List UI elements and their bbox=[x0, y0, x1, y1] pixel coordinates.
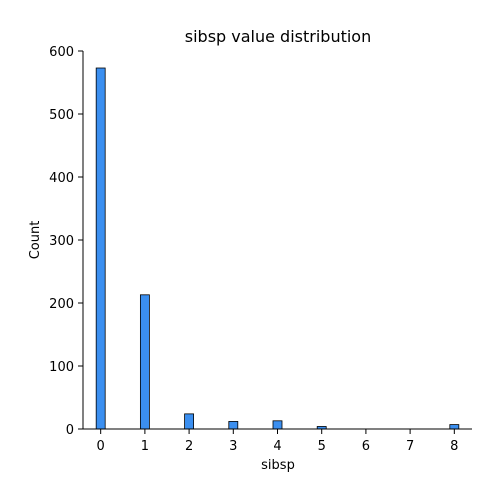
bar-sibsp-2 bbox=[184, 413, 194, 430]
x-tick-label: 3 bbox=[229, 439, 237, 454]
x-ticks: 0 1 2 3 4 5 6 7 8 bbox=[97, 429, 458, 454]
y-tick-label: 200 bbox=[49, 297, 74, 312]
y-axis-label: Count bbox=[28, 221, 43, 260]
bar-sibsp-8 bbox=[449, 424, 460, 430]
x-tick-label: 2 bbox=[185, 439, 193, 454]
y-tick-label: 600 bbox=[49, 45, 74, 60]
bar-sibsp-3 bbox=[228, 421, 239, 430]
x-tick-label: 6 bbox=[362, 439, 370, 454]
y-tick-label: 0 bbox=[66, 423, 74, 438]
x-tick-label: 5 bbox=[318, 439, 326, 454]
bar-sibsp-4 bbox=[272, 420, 283, 430]
bars bbox=[95, 67, 460, 430]
y-tick-label: 500 bbox=[49, 108, 74, 123]
bar-sibsp-1 bbox=[139, 294, 150, 430]
y-tick-label: 400 bbox=[49, 171, 74, 186]
x-tick-label: 1 bbox=[141, 439, 149, 454]
x-tick-label: 7 bbox=[406, 439, 414, 454]
bar-sibsp-0 bbox=[95, 67, 106, 430]
y-tick-label: 300 bbox=[49, 234, 74, 249]
y-tick-label: 100 bbox=[49, 360, 74, 375]
x-axis-label: sibsp bbox=[261, 458, 295, 473]
x-tick-label: 8 bbox=[450, 439, 458, 454]
chart-title: sibsp value distribution bbox=[185, 27, 371, 46]
x-tick-label: 4 bbox=[273, 439, 281, 454]
x-tick-label: 0 bbox=[97, 439, 105, 454]
y-ticks: 0 100 200 300 400 500 600 bbox=[49, 45, 83, 438]
